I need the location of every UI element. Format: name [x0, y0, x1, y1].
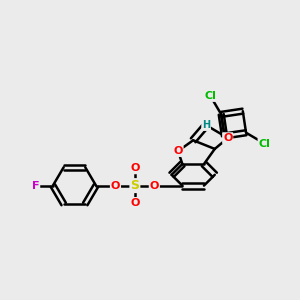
Text: H: H: [202, 120, 210, 130]
Text: O: O: [130, 163, 140, 173]
Text: Cl: Cl: [259, 139, 270, 148]
Text: O: O: [173, 146, 183, 156]
Text: O: O: [130, 198, 140, 208]
Text: O: O: [150, 181, 159, 190]
Text: S: S: [130, 179, 140, 192]
Text: F: F: [32, 181, 39, 190]
Text: Cl: Cl: [205, 91, 216, 101]
Text: O: O: [111, 181, 120, 190]
Text: O: O: [223, 133, 232, 143]
